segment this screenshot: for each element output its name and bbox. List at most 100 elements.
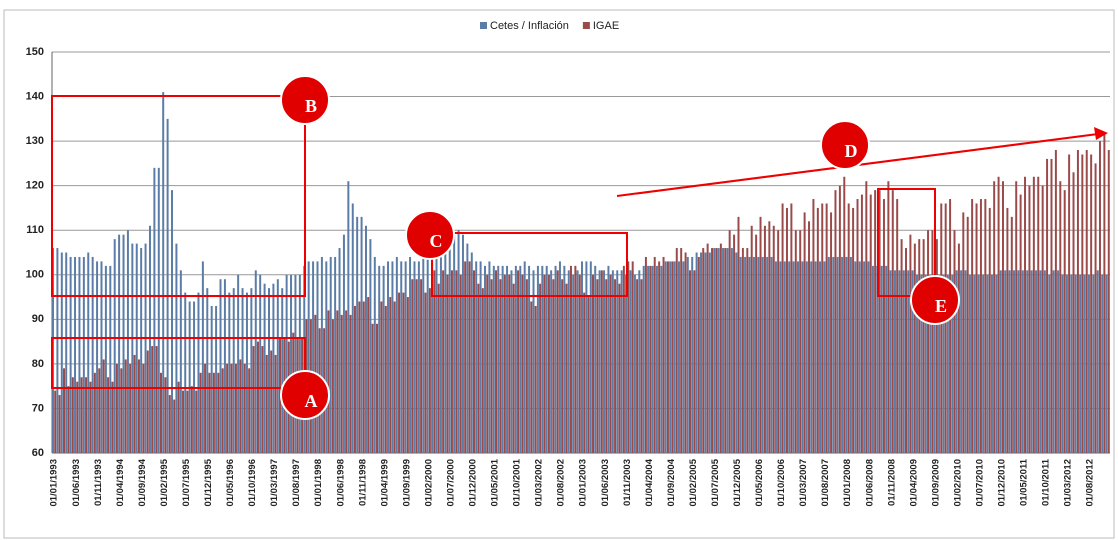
bar [854, 261, 857, 453]
bar [913, 243, 916, 453]
bar [889, 270, 892, 453]
bar [803, 212, 806, 453]
bar [501, 265, 504, 453]
bar [492, 265, 495, 453]
bar [638, 270, 641, 453]
x-tick-label: 01/10/2011 [1041, 458, 1052, 506]
bar [962, 212, 965, 453]
bar [495, 270, 498, 453]
bar [186, 390, 189, 453]
bar [1019, 194, 1022, 454]
bar [953, 230, 956, 453]
x-tick-label: 01/12/1995 [203, 458, 214, 506]
bar [689, 270, 691, 453]
bar [878, 190, 881, 453]
box-e [877, 188, 936, 297]
bar [576, 270, 579, 453]
bar [497, 265, 500, 453]
bar [741, 248, 744, 453]
bar [642, 265, 645, 453]
x-tick-label: 01/12/2000 [468, 459, 479, 507]
bar [58, 395, 61, 453]
bar [995, 274, 998, 453]
bar [276, 279, 279, 453]
bar [960, 270, 963, 453]
bar [369, 239, 372, 453]
bar [65, 252, 68, 453]
bar [949, 199, 952, 453]
bar [810, 261, 813, 453]
bar [841, 256, 844, 453]
bar [649, 265, 652, 453]
bar [133, 354, 136, 453]
bar [971, 199, 974, 453]
bar [426, 256, 429, 453]
bar [160, 372, 162, 453]
bar [435, 248, 438, 453]
bar [951, 274, 954, 453]
bar [250, 288, 253, 453]
bar [263, 283, 266, 453]
bar [631, 261, 634, 453]
bar [977, 274, 980, 453]
bar [931, 230, 934, 453]
bar [199, 372, 202, 453]
x-tick-label: 01/03/2002 [534, 459, 545, 507]
bar [204, 363, 207, 453]
bar [1048, 274, 1051, 453]
bar [184, 292, 187, 453]
bar [312, 261, 315, 453]
bar [91, 256, 94, 453]
bar [876, 265, 879, 453]
bar [838, 185, 841, 453]
bar [633, 274, 636, 453]
bar [885, 265, 888, 453]
bar [680, 248, 683, 453]
bar [825, 203, 828, 453]
bar [356, 216, 359, 453]
bar [1083, 274, 1086, 453]
bar [900, 239, 903, 453]
x-tick-label: 01/09/1994 [137, 458, 148, 506]
annotation-marker [280, 370, 330, 420]
bar [658, 261, 661, 453]
bar [118, 234, 121, 453]
bar [834, 190, 837, 453]
bar [122, 234, 125, 453]
bar [406, 297, 409, 453]
bar [107, 377, 110, 453]
bar [508, 274, 511, 453]
bar [1096, 270, 1099, 453]
bar [182, 390, 185, 453]
bar [918, 239, 921, 453]
bar [1004, 270, 1007, 453]
bar [964, 270, 967, 453]
bar [60, 252, 63, 453]
bar [682, 261, 685, 453]
bar [609, 274, 612, 453]
bar [790, 203, 793, 453]
bar [168, 395, 171, 453]
bar [911, 270, 914, 453]
bar [666, 261, 669, 453]
bar [102, 359, 105, 453]
bar [865, 181, 868, 453]
bar [113, 239, 116, 453]
x-tick-label: 01/05/1996 [225, 459, 236, 507]
bar [177, 381, 180, 453]
bar [933, 274, 936, 453]
bar [627, 261, 630, 453]
bar [98, 368, 101, 453]
x-tick-label: 01/02/2005 [688, 458, 699, 506]
bar [1092, 274, 1095, 453]
x-tick-label: 01/04/1994 [115, 458, 126, 506]
bar [393, 301, 396, 453]
bar [1028, 185, 1031, 453]
bar [523, 261, 526, 453]
bar [779, 261, 782, 453]
bar [327, 310, 330, 453]
bar [345, 310, 348, 453]
bar [63, 368, 66, 453]
x-tick-label: 01/09/2004 [666, 458, 677, 506]
